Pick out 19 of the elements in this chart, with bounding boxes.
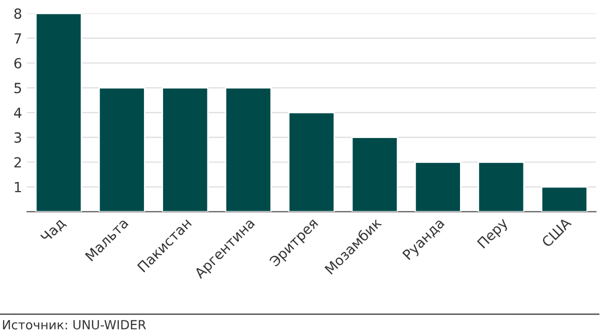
y-tick-label: 5 — [14, 82, 22, 94]
y-tick-label: 4 — [14, 108, 22, 118]
y-tick-label: 1 — [14, 182, 21, 192]
y-tick-label: 2 — [14, 157, 21, 168]
bar — [540, 186, 588, 212]
bar — [35, 13, 82, 212]
bar — [224, 87, 272, 212]
bar — [414, 161, 462, 212]
y-tick-label: 3 — [14, 132, 22, 143]
bar — [288, 112, 335, 212]
bar — [162, 87, 209, 212]
bar — [478, 161, 525, 212]
bar — [351, 136, 398, 212]
x-tick-label: Чад — [40, 217, 67, 244]
text: Источник: UNU-WIDER — [3, 320, 146, 330]
y-tick-label: 7 — [14, 33, 22, 44]
bar — [98, 87, 146, 212]
y-tick-label: 6 — [14, 58, 22, 68]
y-tick-label: 8 — [14, 8, 22, 19]
